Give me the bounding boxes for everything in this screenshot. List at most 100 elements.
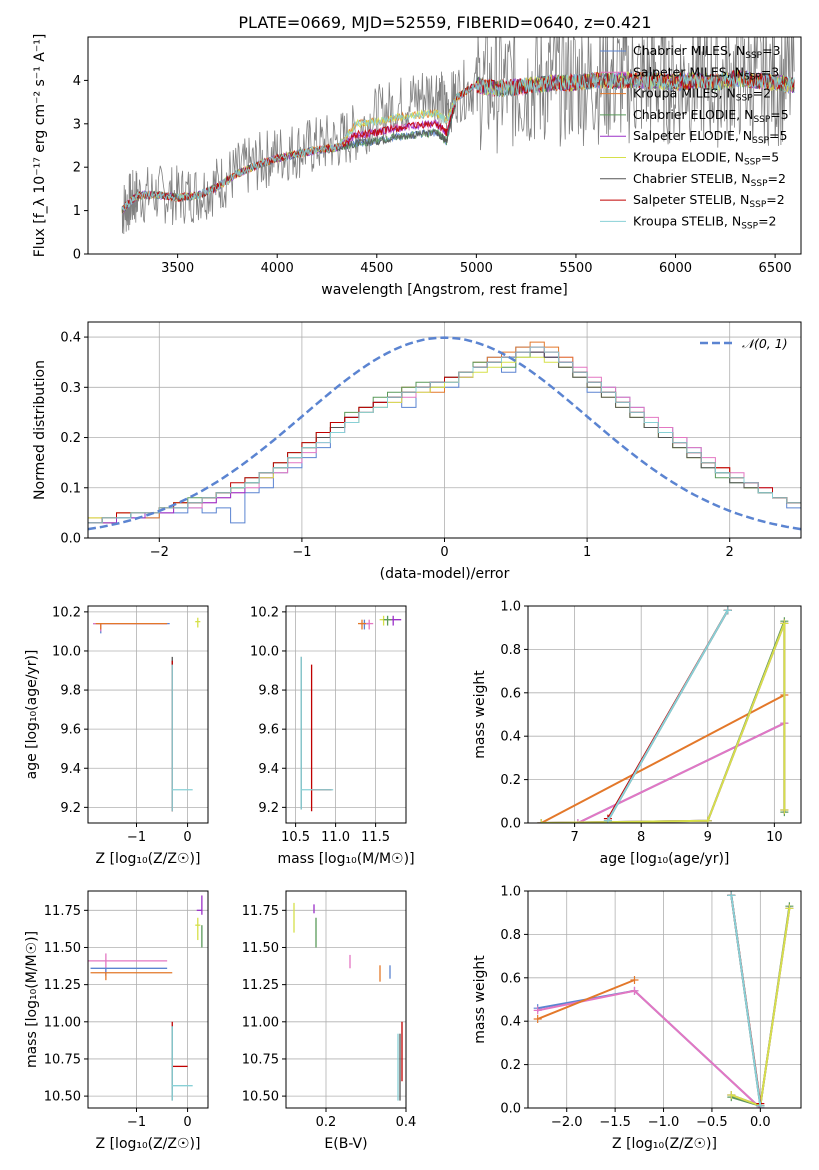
legend-entry: Salpeter STELIB, NSSP=2 <box>633 192 785 210</box>
y-tick-label: 0.4 <box>500 1015 521 1030</box>
y-tick-label: 9.6 <box>258 723 279 738</box>
x-axis-label: E(B-V) <box>324 1136 367 1152</box>
weight-marker <box>533 1015 542 1024</box>
y-tick-label: 10.0 <box>250 644 279 659</box>
legend-entry: 𝒩(0, 1) <box>742 336 788 351</box>
weight-line-kroupa-miles <box>540 694 785 823</box>
y-tick-label: 0.2 <box>500 1058 521 1073</box>
y-tick-label: 0.3 <box>60 381 81 396</box>
x-tick-label: 10.5 <box>281 830 310 845</box>
x-tick-label: 1 <box>583 545 591 560</box>
weight-line-salpeter-miles <box>577 722 785 823</box>
axes-frame <box>87 36 802 255</box>
x-tick-label: 7 <box>570 830 578 845</box>
x-tick-label: −0.5 <box>696 1115 728 1130</box>
x-tick-label: 11.5 <box>361 830 390 845</box>
axes-frame <box>87 890 209 1109</box>
x-axis-label: mass [log₁₀(M/M☉)] <box>277 851 414 867</box>
y-tick-label: 0.2 <box>500 773 521 788</box>
x-tick-label: 4000 <box>261 261 294 276</box>
y-axis-label: mass [log₁₀(M/M☉)] <box>24 931 40 1068</box>
weight-line-kroupa-stelib <box>730 895 762 1106</box>
legend-entry: Kroupa MILES, NSSP=2 <box>633 86 771 104</box>
weight-line-salpeter-miles <box>537 989 761 1108</box>
mass-vs-ebv-panel: 0.2 0.4 10.50 10.75 11.00 11.25 11.50 11.75 E(B-… <box>242 890 417 1152</box>
axes-frame <box>527 605 802 824</box>
y-tick-label: 9.4 <box>60 762 81 777</box>
y-tick-label: 11.75 <box>44 904 81 919</box>
axes-frame <box>87 605 209 824</box>
x-tick-label: 0.0 <box>750 1115 771 1130</box>
x-tick-label: 3500 <box>161 261 194 276</box>
legend-entry: Chabrier MILES, NSSP=3 <box>633 43 781 61</box>
y-tick-label: 9.6 <box>60 723 81 738</box>
axes-frame <box>285 890 407 1109</box>
y-tick-label: 1.0 <box>500 885 521 900</box>
x-tick-label: −1.5 <box>599 1115 631 1130</box>
weight-marker <box>780 619 789 628</box>
errorbar-point <box>379 615 392 626</box>
y-tick-label: 9.2 <box>60 801 81 816</box>
x-axis-label: (data-model)/error <box>380 566 510 582</box>
data-spectrum-line <box>121 37 795 235</box>
y-tick-label: 0.4 <box>60 331 81 346</box>
y-tick-label: 0.2 <box>60 431 81 446</box>
weight-line-kroupa-stelib <box>607 609 729 822</box>
y-axis-label: Normed distribution <box>32 360 48 500</box>
weight-marker <box>723 606 732 615</box>
x-tick-label: 0.4 <box>396 1115 417 1130</box>
weight-vs-age-plot-area <box>537 606 789 823</box>
x-tick-label: 6000 <box>659 261 692 276</box>
x-tick-label: 10 <box>766 830 783 845</box>
weight-marker <box>630 986 639 995</box>
y-tick-label: 3 <box>73 117 81 132</box>
age-vs-mass-panel: 10.5 11.0 11.5 9.2 9.4 9.6 9.8 10.0 10.2 mass [lo… <box>250 605 415 867</box>
y-axis-label: Flux [f_λ 10⁻¹⁷ erg cm⁻² s⁻¹ A⁻¹] <box>32 34 48 258</box>
y-tick-label: 11.00 <box>242 1015 279 1030</box>
x-axis-label: Z [log₁₀(Z/Z☉)] <box>612 1136 717 1152</box>
x-tick-label: 9 <box>704 830 712 845</box>
errorbar-point <box>171 1021 188 1089</box>
weight-marker <box>727 1090 736 1099</box>
x-tick-label: −1 <box>127 830 146 845</box>
legend-entry: Salpeter ELODIE, NSSP=5 <box>633 128 787 146</box>
axes-frame <box>285 605 407 824</box>
errorbar-point <box>195 617 201 628</box>
y-axis-label: mass weight <box>472 955 488 1044</box>
errorbar-point <box>300 656 334 810</box>
weight-vs-Z-panel: −2.0 −1.5 −1.0 −0.5 0.0 0.0 0.2 0.4 0.6 0.8 1.0 Z [… <box>472 885 802 1152</box>
mass-vs-ebv-plot-area <box>293 902 403 1101</box>
x-tick-label: 2 <box>726 545 734 560</box>
y-tick-label: 9.8 <box>60 684 81 699</box>
y-tick-label: 4 <box>73 74 81 89</box>
errorbar-point <box>171 1026 193 1101</box>
errorbar-point <box>383 615 392 626</box>
weight-line-kroupa-miles <box>537 979 635 1020</box>
x-tick-label: 5000 <box>460 261 493 276</box>
axes-frame <box>527 890 802 1109</box>
y-tick-label: 0.6 <box>500 971 521 986</box>
weight-marker <box>785 904 794 913</box>
model-line-kroupa-stelib <box>121 70 795 212</box>
x-axis-label: Z [log₁₀(Z/Z☉)] <box>96 1136 201 1152</box>
weight-marker <box>537 819 546 823</box>
weight-marker <box>756 1101 765 1108</box>
weight-marker <box>727 891 736 900</box>
normal-curve <box>88 336 801 531</box>
errorbar-point <box>93 622 170 634</box>
y-tick-label: 11.25 <box>242 978 279 993</box>
y-tick-label: 10.75 <box>242 1052 279 1067</box>
y-tick-label: 0.0 <box>60 532 81 547</box>
y-tick-label: 11.50 <box>44 941 81 956</box>
errorbar-point <box>171 664 193 812</box>
weight-marker <box>780 805 789 814</box>
y-tick-label: 9.4 <box>258 762 279 777</box>
legend: Chabrier MILES, NSSP=3 Salpeter MILES, NS… <box>600 43 789 231</box>
x-tick-label: −1.0 <box>648 1115 680 1130</box>
x-tick-label: −2.0 <box>551 1115 583 1130</box>
weight-vs-Z-plot-area <box>533 891 794 1108</box>
y-tick-label: 0.8 <box>500 643 521 658</box>
y-tick-label: 0.0 <box>500 817 521 832</box>
legend-entry: Kroupa STELIB, NSSP=2 <box>633 213 777 231</box>
